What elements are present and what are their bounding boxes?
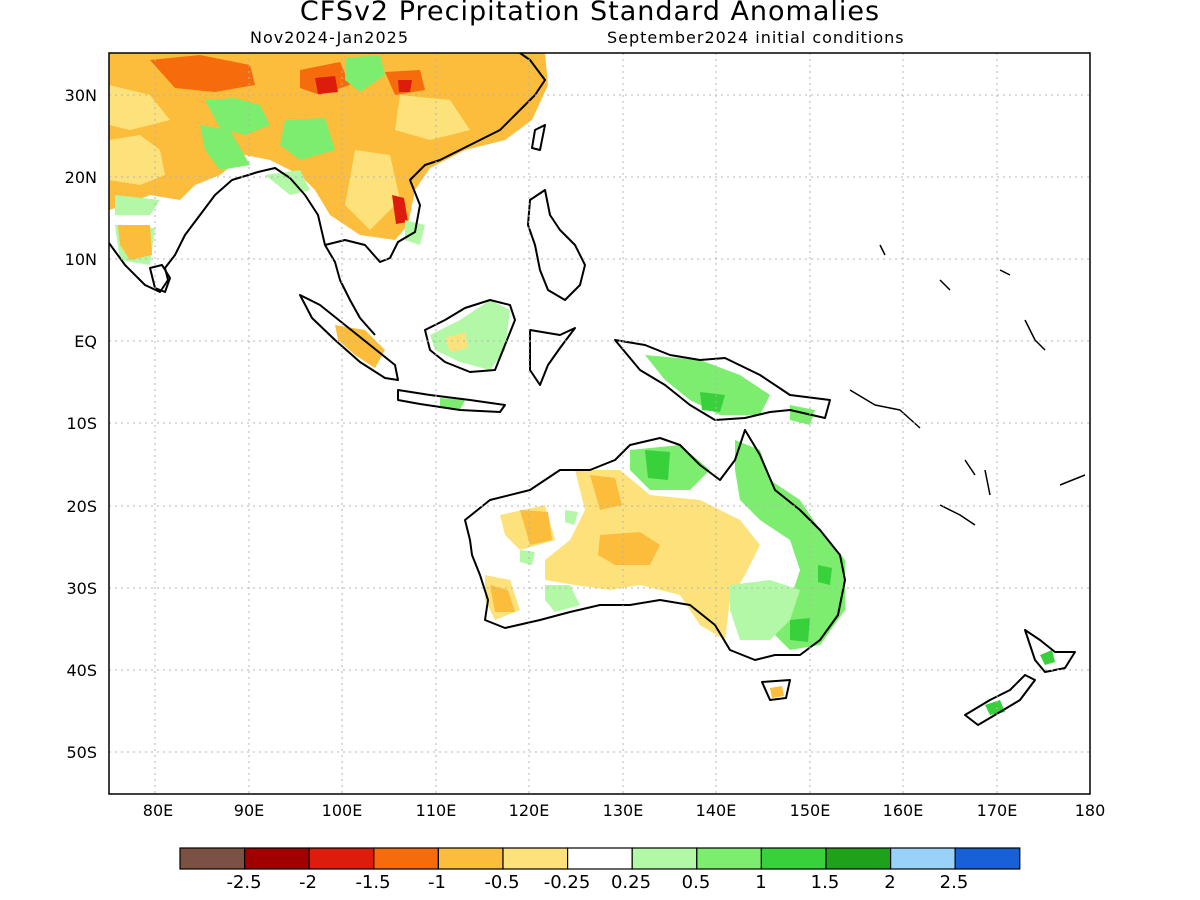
australia-coastline (464, 429, 846, 661)
taiwan-coastline (531, 124, 546, 151)
map-frame (108, 52, 1091, 795)
lon-label: 110E (415, 801, 457, 820)
colorbar-tick-label: -0.5 (484, 872, 520, 893)
philippines-coastline (527, 189, 586, 301)
colorbar-swatch (502, 847, 569, 870)
borneo-wet (430, 300, 510, 370)
lon-label: 150E (789, 801, 831, 820)
asia-moderate-dry (150, 55, 425, 95)
lat-label: 10S (66, 414, 97, 433)
lon-label: 100E (321, 801, 363, 820)
colorbar-tick-label: 1 (755, 872, 767, 893)
tasmania-coastline (761, 679, 791, 701)
colorbar-swatch (889, 847, 956, 870)
colorbar-tick-label: 2 (884, 872, 896, 893)
forecast-period: Nov2024-Jan2025 (250, 28, 409, 47)
pacific-islands (849, 244, 1086, 526)
lon-label: 130E (602, 801, 644, 820)
asia-coastline (109, 53, 546, 336)
coastlines (109, 53, 1086, 726)
colorbar-swatch (179, 847, 246, 870)
lon-label: 140E (695, 801, 737, 820)
colorbar-swatch (825, 847, 892, 870)
colorbar-tick-label: -0.25 (543, 872, 591, 893)
sulawesi-coastline (529, 327, 576, 386)
lon-label: 90E (233, 801, 265, 820)
initial-conditions: September2024 initial conditions (607, 28, 905, 47)
borneo-coastline (424, 299, 516, 373)
lon-label: 160E (882, 801, 924, 820)
lat-label: 20S (66, 497, 97, 516)
lon-label: 180 (1074, 801, 1106, 820)
asia-wet-patches (200, 55, 385, 170)
colorbar-swatch (760, 847, 827, 870)
asia-light-dry (109, 85, 470, 230)
gridlines (109, 53, 1090, 794)
colorbar-swatch (244, 847, 310, 870)
colorbar-swatch (631, 847, 698, 870)
colorbar-tick-label: -1.5 (355, 872, 391, 893)
borneo-dry-patch (445, 332, 468, 352)
anomaly-fields (109, 53, 1055, 715)
lon-label: 120E (508, 801, 550, 820)
sumatra-coastline (299, 294, 399, 381)
colorbar-tick-label: 0.25 (610, 872, 652, 893)
lat-label: 30N (64, 86, 97, 105)
map-title: CFSv2 Precipitation Standard Anomalies (299, 0, 881, 27)
lat-label: 10N (64, 250, 97, 269)
lat-label: EQ (74, 332, 97, 351)
australia-strong-wet (645, 450, 832, 642)
colorbar-swatch (954, 847, 1021, 870)
colorbar-tick-label: 0.5 (681, 872, 711, 893)
colorbar-tick-label: 2.5 (939, 872, 969, 893)
india-dry (118, 225, 152, 260)
colorbar-swatch (696, 847, 762, 870)
australia-east-light-wet (520, 510, 800, 640)
lon-label: 80E (142, 801, 174, 820)
nz-wet (985, 650, 1055, 715)
lon-label: 170E (976, 801, 1018, 820)
colorbar-swatch (308, 847, 375, 870)
sumatra-dry (335, 325, 385, 368)
new-guinea-strong-wet (700, 392, 725, 412)
lat-label: 40S (66, 661, 97, 680)
sri-lanka-coastline (149, 264, 171, 293)
new-guinea-coastline (614, 339, 831, 421)
new-guinea-wet (645, 355, 815, 425)
colorbar-swatch (437, 847, 504, 870)
asia-strong-dry (315, 76, 412, 224)
colorbar-tick-label: -2.5 (226, 872, 262, 893)
lat-label: 30S (66, 579, 97, 598)
colorbar-swatch (373, 847, 439, 870)
colorbar-tick-label: 1.5 (810, 872, 840, 893)
colorbar (179, 847, 1021, 870)
colorbar-tick-label: -1 (428, 872, 446, 893)
java-coastline (397, 389, 506, 413)
new-zealand-coastline (964, 629, 1076, 726)
lat-label: 20N (64, 168, 97, 187)
colorbar-swatch (566, 847, 633, 870)
colorbar-tick-label: -2 (299, 872, 317, 893)
lat-label: 50S (66, 743, 97, 762)
